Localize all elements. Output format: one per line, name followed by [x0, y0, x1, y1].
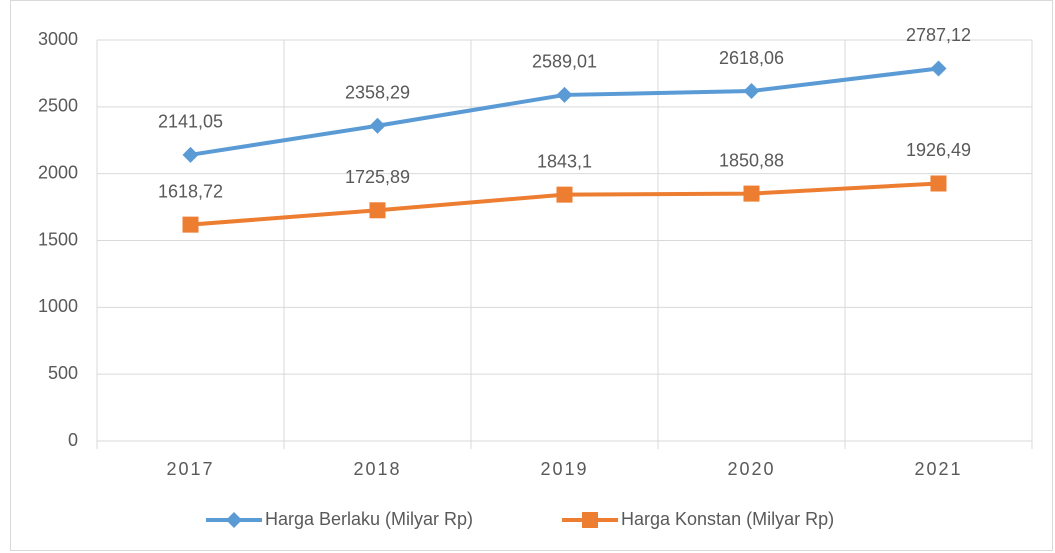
chart-frame [10, 0, 1053, 551]
y-tick-label: 2500 [38, 96, 78, 116]
data-label: 2141,05 [158, 112, 223, 132]
data-label: 2589,01 [532, 52, 597, 72]
marker [556, 186, 573, 203]
marker [556, 86, 573, 103]
data-label: 1843,1 [537, 151, 592, 171]
data-label: 1725,89 [345, 167, 410, 187]
marker [743, 83, 760, 100]
x-tick-label: 2017 [166, 459, 214, 479]
marker [182, 216, 199, 233]
marker [369, 117, 386, 134]
data-label: 2618,06 [719, 48, 784, 68]
marker [369, 202, 386, 219]
y-tick-label: 3000 [38, 29, 78, 49]
marker [582, 512, 598, 528]
data-label: 1850,88 [719, 150, 784, 170]
y-tick-label: 1500 [38, 229, 78, 249]
y-tick-label: 500 [48, 363, 78, 383]
x-tick-label: 2019 [540, 459, 588, 479]
data-label: 2358,29 [345, 83, 410, 103]
marker [743, 185, 760, 202]
legend-label: Harga Berlaku (Milyar Rp) [265, 509, 473, 529]
data-label: 1926,49 [906, 140, 971, 160]
y-tick-label: 2000 [38, 162, 78, 182]
y-tick-label: 1000 [38, 296, 78, 316]
x-tick-label: 2021 [914, 459, 962, 479]
x-tick-label: 2018 [353, 459, 401, 479]
marker [930, 60, 947, 77]
data-label: 1618,72 [158, 181, 223, 201]
y-tick-label: 0 [68, 430, 78, 450]
legend-label: Harga Konstan (Milyar Rp) [621, 509, 834, 529]
marker [182, 146, 199, 163]
marker [226, 512, 242, 528]
x-tick-label: 2020 [727, 459, 775, 479]
marker [930, 175, 947, 192]
data-label: 2787,12 [906, 25, 971, 45]
